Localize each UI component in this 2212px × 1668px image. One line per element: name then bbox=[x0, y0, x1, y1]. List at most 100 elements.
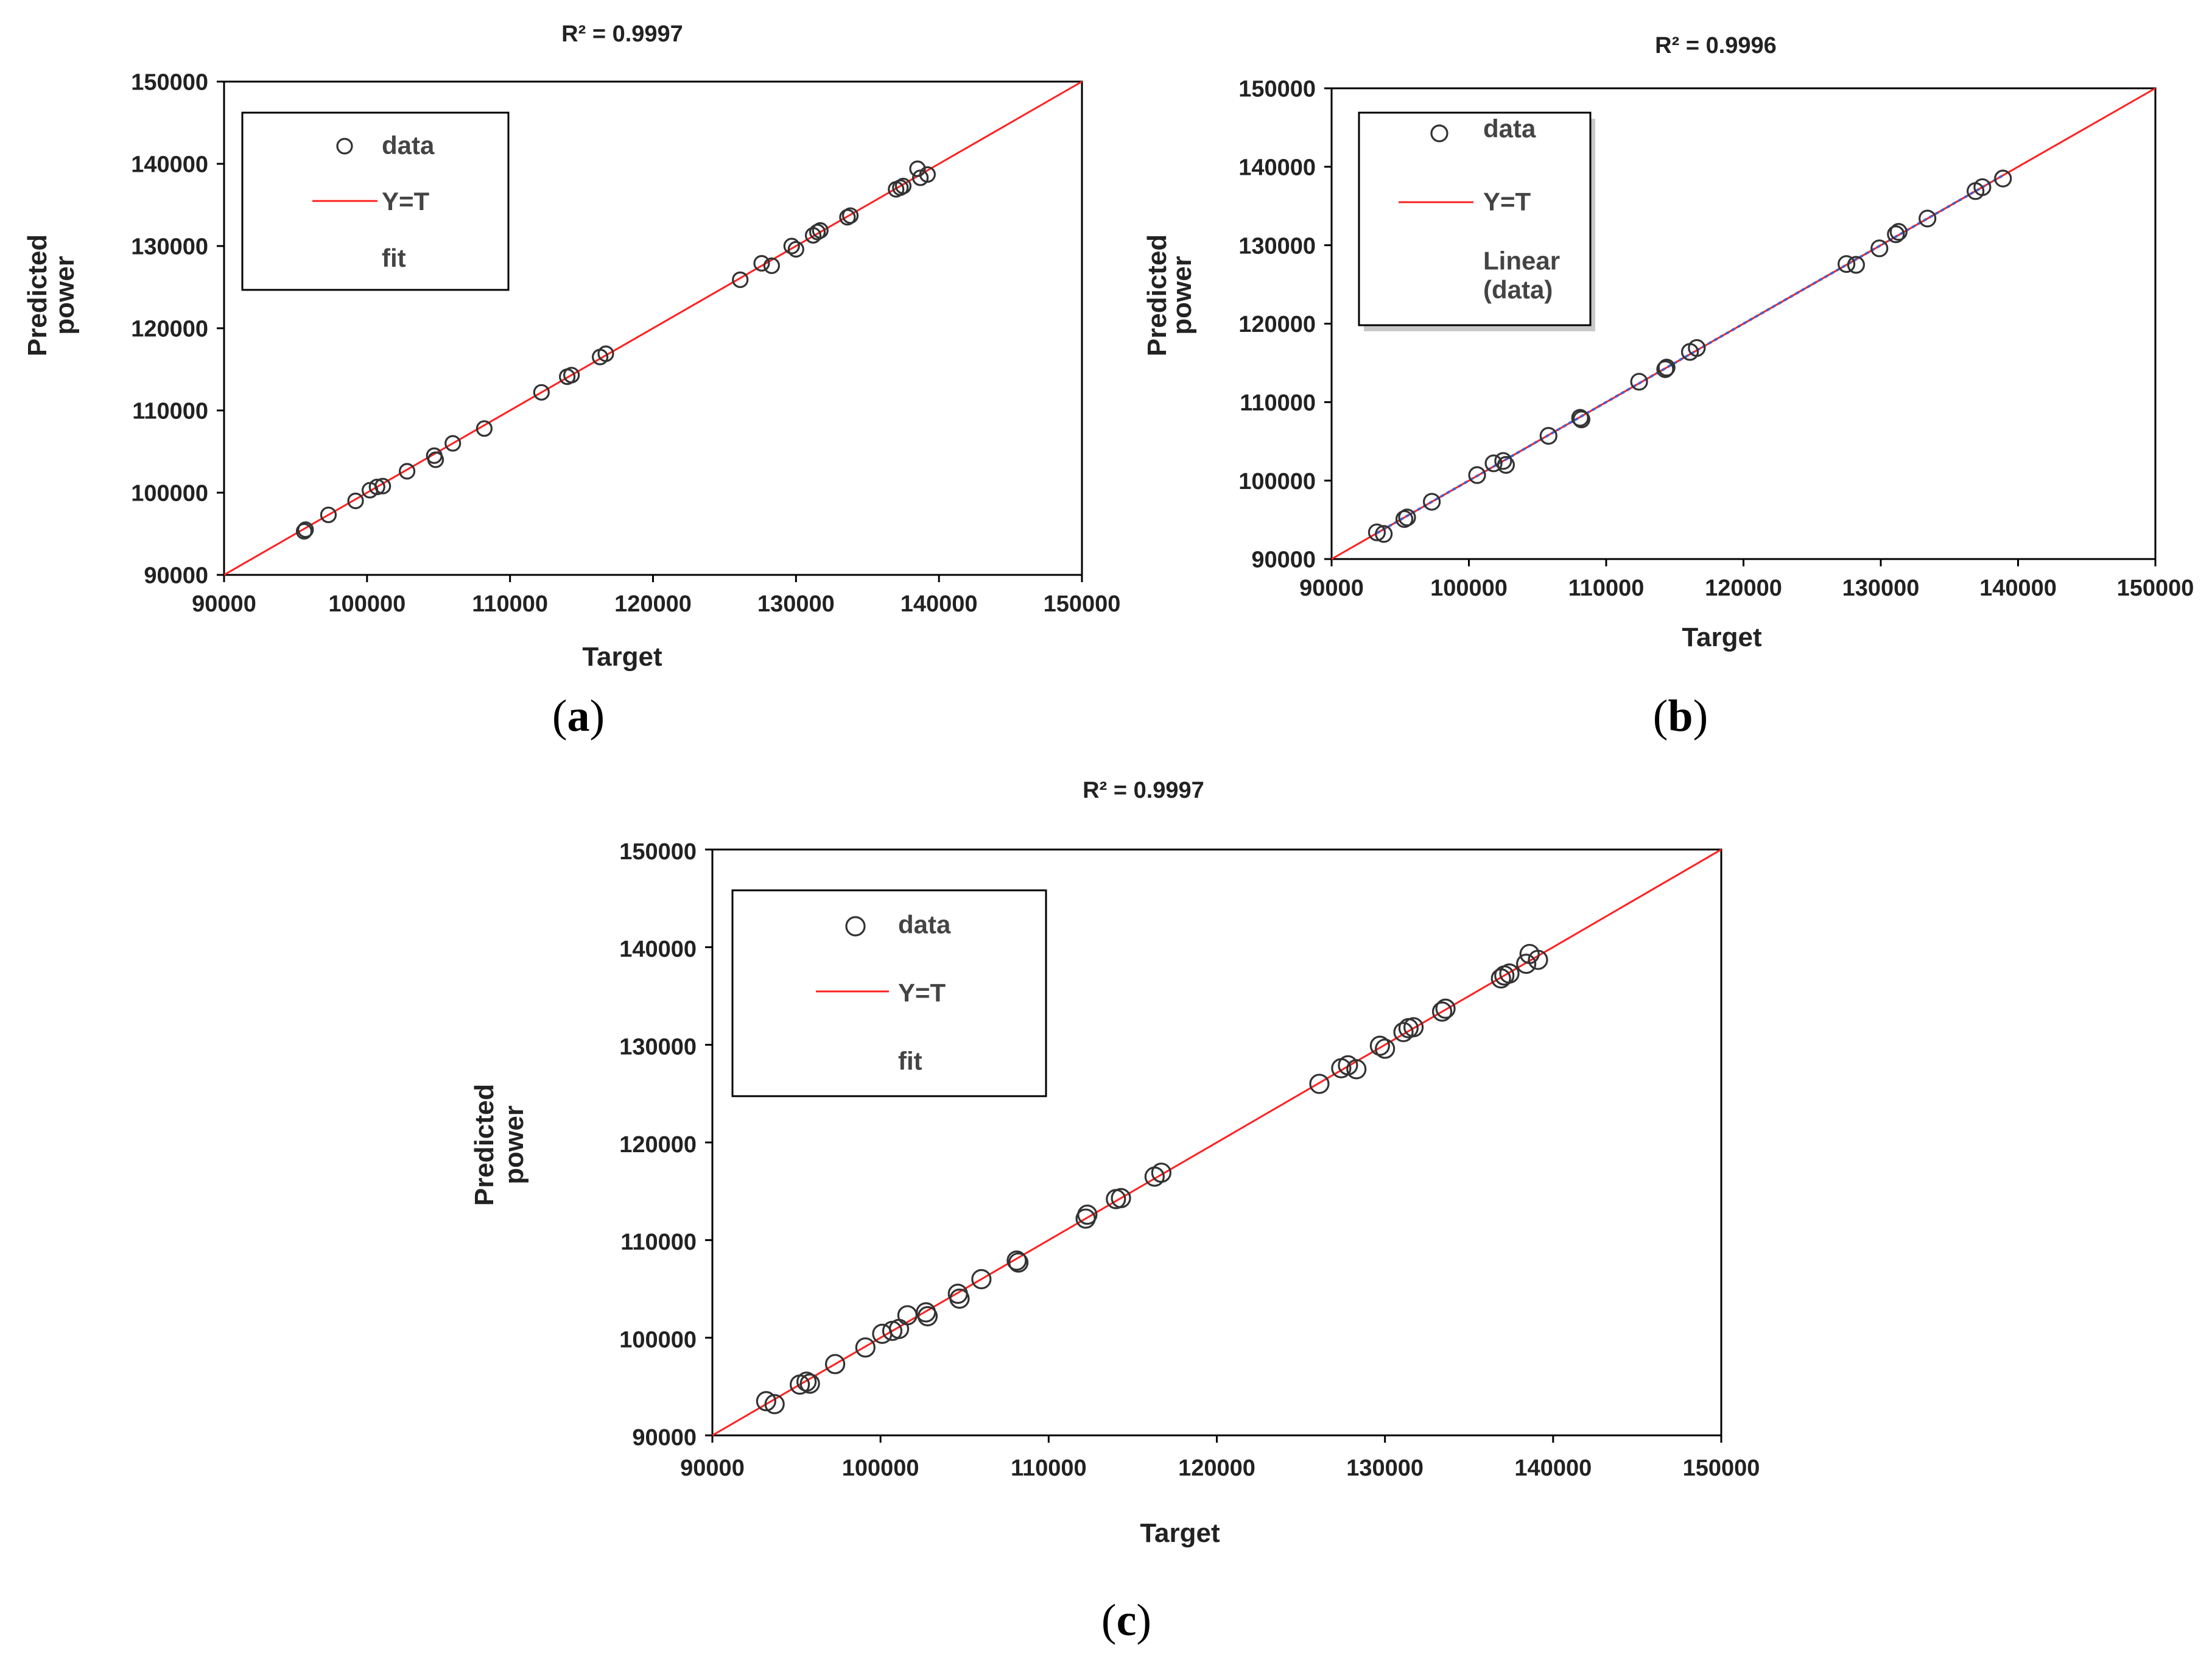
legend-label: Linear (data) bbox=[1483, 247, 1560, 304]
chart-panel-c: R² = 0.9997 90000 100000 110000 120000 130000… bbox=[469, 778, 1760, 1645]
x-tick-label: 140000 bbox=[1979, 575, 2057, 601]
y-tick-label: 100000 bbox=[619, 1328, 697, 1353]
data-point bbox=[1497, 456, 1515, 474]
data-point bbox=[444, 435, 462, 452]
panel-label-open: ( bbox=[1101, 1596, 1117, 1645]
x-tick-label: 130000 bbox=[1346, 1455, 1424, 1481]
data-point bbox=[1006, 1250, 1027, 1271]
legend-marker bbox=[845, 916, 866, 937]
data-point bbox=[825, 1354, 846, 1374]
legend: data Y=T Linear (data) bbox=[1358, 111, 1595, 331]
y-axis-label-line: Predicted bbox=[23, 234, 52, 357]
data-point bbox=[1889, 223, 1908, 241]
identity-line bbox=[712, 848, 1722, 1437]
data-point bbox=[1435, 998, 1456, 1019]
x-axis-label: Target bbox=[1682, 622, 1762, 652]
data-point bbox=[368, 478, 385, 496]
y-axis-label-line: Predicted bbox=[469, 1084, 499, 1206]
data-point bbox=[1395, 510, 1414, 528]
x-tick-label: 120000 bbox=[1705, 575, 1782, 601]
data-point bbox=[1571, 409, 1589, 427]
x-tick-label: 110000 bbox=[472, 591, 548, 617]
x-tick-label: 110000 bbox=[1568, 575, 1645, 601]
y-axis-label-line: Predicted bbox=[1142, 234, 1172, 357]
data-point bbox=[1516, 953, 1537, 974]
y-tick-label: 130000 bbox=[619, 1035, 697, 1060]
chart-title: R² = 0.9997 bbox=[1083, 778, 1204, 803]
y-axis-label: Predictedpower bbox=[1142, 234, 1197, 357]
data-point bbox=[732, 271, 749, 288]
data-point bbox=[1403, 1017, 1424, 1038]
data-point bbox=[1919, 209, 1937, 228]
x-tick-label: 150000 bbox=[1044, 591, 1121, 617]
y-axis-label: Predictedpower bbox=[23, 234, 80, 357]
legend: data Y=T fit bbox=[241, 111, 510, 291]
y-tick-label: 150000 bbox=[131, 70, 208, 96]
data-point bbox=[812, 222, 829, 239]
x-axis-label: Target bbox=[1140, 1518, 1220, 1548]
y-tick-label: 110000 bbox=[620, 1230, 697, 1255]
y-tick-label: 100000 bbox=[1238, 469, 1316, 494]
y-tick-label: 130000 bbox=[1238, 233, 1316, 259]
legend-marker bbox=[336, 138, 353, 155]
y-axis-label-line: power bbox=[1167, 256, 1197, 335]
data-point bbox=[1657, 359, 1676, 377]
data-point bbox=[764, 1394, 785, 1415]
y-tick-label: 110000 bbox=[132, 399, 208, 424]
y-axis-label-line: power bbox=[50, 256, 80, 335]
data-point bbox=[1008, 1252, 1029, 1273]
x-tick-label: 120000 bbox=[614, 591, 692, 617]
y-axis-label: Predictedpower bbox=[469, 1084, 529, 1206]
data-point bbox=[1499, 963, 1520, 984]
identity-line bbox=[223, 80, 1083, 576]
panel-label-open: ( bbox=[552, 691, 567, 741]
panel-label-letter: b bbox=[1668, 691, 1693, 741]
x-tick-label: 100000 bbox=[1430, 575, 1508, 601]
y-tick-label: 120000 bbox=[131, 317, 208, 342]
legend-box bbox=[1358, 111, 1592, 326]
legend: data Y=T fit bbox=[731, 889, 1047, 1097]
data-point bbox=[1572, 410, 1591, 429]
y-tick-label: 110000 bbox=[1240, 390, 1316, 416]
data-point bbox=[809, 223, 826, 241]
legend-label: Y=T bbox=[1483, 188, 1531, 216]
panel-label: (b) bbox=[1653, 691, 1708, 741]
data-point bbox=[1528, 949, 1548, 970]
y-tick-label: 150000 bbox=[1238, 77, 1316, 102]
chart-title: R² = 0.9997 bbox=[561, 21, 683, 47]
legend-label: data bbox=[898, 910, 951, 939]
data-point bbox=[1838, 255, 1856, 273]
data-point bbox=[1077, 1205, 1098, 1225]
legend-label: Y=T bbox=[898, 979, 946, 1007]
x-tick-label: 130000 bbox=[1842, 575, 1920, 601]
x-tick-label: 140000 bbox=[901, 591, 978, 617]
data-point bbox=[1870, 239, 1889, 258]
data-point bbox=[949, 1288, 970, 1309]
data-point bbox=[1994, 169, 2012, 188]
data-point bbox=[1484, 454, 1503, 473]
data-point bbox=[1494, 452, 1512, 470]
panel-label-letter: c bbox=[1117, 1596, 1137, 1645]
x-tick-label: 100000 bbox=[328, 591, 406, 617]
data-point bbox=[1887, 225, 1905, 244]
legend-marker bbox=[1430, 124, 1448, 143]
x-tick-label: 90000 bbox=[680, 1455, 745, 1481]
x-tick-label: 110000 bbox=[1011, 1455, 1087, 1481]
data-point bbox=[1375, 1038, 1396, 1059]
data-point bbox=[1847, 256, 1866, 274]
legend-label: fit bbox=[382, 244, 406, 272]
data-point bbox=[917, 1306, 938, 1326]
y-tick-label: 140000 bbox=[619, 937, 697, 962]
x-tick-label: 90000 bbox=[1299, 575, 1364, 601]
chart-title: R² = 0.9996 bbox=[1655, 33, 1777, 58]
legend-box bbox=[731, 889, 1047, 1097]
data-point bbox=[1111, 1188, 1131, 1208]
legend-label-line: Linear bbox=[1483, 247, 1560, 275]
data-point bbox=[1346, 1059, 1367, 1080]
data-point bbox=[839, 209, 856, 226]
data-point bbox=[841, 207, 859, 224]
data-point bbox=[320, 506, 337, 524]
panel-label: (c) bbox=[1101, 1596, 1151, 1645]
data-point bbox=[563, 367, 580, 384]
panel-label: (a) bbox=[552, 691, 605, 741]
